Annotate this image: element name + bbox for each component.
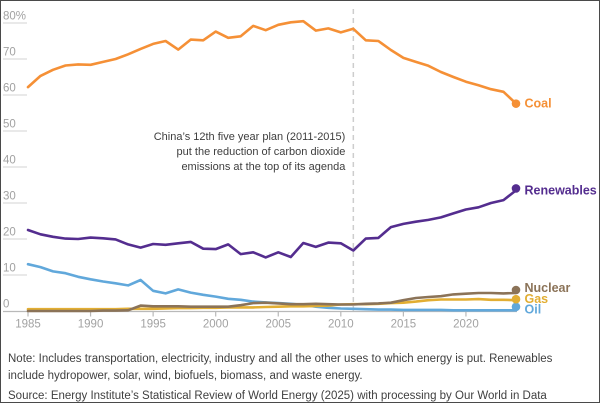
coal-series-label[interactable]: Coal — [525, 97, 552, 111]
energy-mix-line-chart: 0 10 20 30 40 50 60 70 80% 1985 1990 1995 2000 2005 20… — [3, 9, 597, 331]
chart-source: Source: Energy Institute’s Statistical R… — [8, 390, 547, 402]
nuclear-series-label[interactable]: Nuclear — [525, 281, 571, 295]
oil-end-dot[interactable] — [511, 302, 521, 312]
chart-note: Note: Includes transportation, electrici… — [8, 353, 553, 382]
x-tick-label: 2020 — [453, 319, 479, 331]
gas-end-dot[interactable] — [511, 294, 521, 304]
annotation-line: put the reduction of carbon dioxide — [177, 146, 346, 158]
y-tick-label: 80% — [3, 11, 26, 23]
x-axis: 1985 1990 1995 2000 2005 2010 2015 2020 — [3, 310, 517, 331]
y-tick-label: 50 — [3, 119, 16, 131]
plot-lines — [26, 19, 518, 313]
renewables-line[interactable] — [26, 189, 518, 259]
x-tick-label: 2005 — [265, 319, 291, 331]
chart-footer: Note: Includes transportation, electrici… — [1, 346, 599, 402]
nuclear-line[interactable] — [26, 291, 518, 313]
annotation-line: emissions at the top of its agenda — [181, 161, 346, 173]
y-tick-label: 10 — [3, 263, 16, 275]
x-tick-label: 1990 — [78, 319, 104, 331]
renewables-series-label[interactable]: Renewables — [525, 183, 597, 197]
y-tick-label: 70 — [3, 47, 16, 59]
y-axis: 0 10 20 30 40 50 60 70 80% — [3, 11, 27, 311]
renewables-end-dot[interactable] — [511, 184, 521, 193]
coal-end-dot[interactable] — [511, 99, 521, 108]
oil-series-label[interactable]: Oil — [525, 302, 542, 316]
x-tick-label: 2010 — [328, 319, 354, 331]
y-tick-label: 0 — [3, 299, 9, 311]
y-tick-label: 20 — [3, 227, 16, 239]
x-tick-label: 1985 — [15, 319, 41, 331]
y-tick-label: 60 — [3, 83, 16, 95]
x-tick-label: 2015 — [391, 319, 417, 331]
gas-series-label[interactable]: Gas — [525, 292, 549, 306]
annotation-text: China’s 12th five year plan (2011-2015) p… — [154, 131, 346, 173]
x-tick-label: 1995 — [140, 319, 166, 331]
annotation-line: China’s 12th five year plan (2011-2015) — [154, 131, 346, 143]
y-tick-label: 40 — [3, 155, 16, 167]
coal-line[interactable] — [26, 19, 518, 105]
x-tick-label: 2000 — [203, 319, 229, 331]
nuclear-end-dot[interactable] — [511, 285, 521, 295]
y-tick-label: 30 — [3, 191, 16, 203]
gas-line[interactable] — [26, 297, 518, 311]
